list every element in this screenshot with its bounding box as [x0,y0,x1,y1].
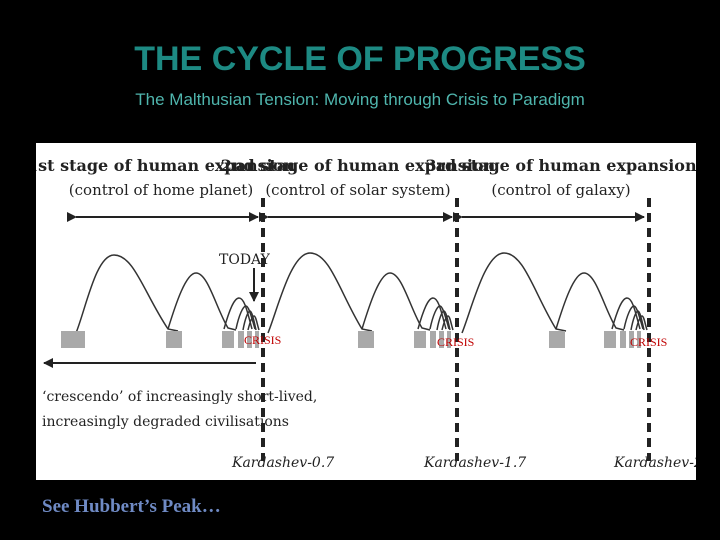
stage-2-subtitle: (control of solar system) [265,181,450,199]
slide-subtitle: The Malthusian Tension: Moving through C… [135,90,585,109]
period-blocks [61,331,641,348]
stage-3-subtitle: (control of galaxy) [491,181,630,199]
crescendo-note-line-2: increasingly degraded civilisations [42,414,289,430]
stage-2-title: 2nd stage of human expansion [221,156,496,175]
today-label: TODAY [219,252,271,268]
crisis-label-3: CRISIS [630,335,667,349]
crisis-label-1: CRISIS [244,333,281,347]
kardashev-label-1: Kardashev-0.7 [231,455,334,471]
slide-title: THE CYCLE OF PROGRESS [134,40,586,78]
crisis-label-2: CRISIS [437,335,474,349]
stage-3-title: 3rd stage of human expansion [425,156,696,175]
stage-3-curves [461,252,648,334]
stage-2-curves [267,252,454,334]
kardashev-label-3: Kardashev-2.7 [613,455,696,471]
cycle-diagram: 1st stage of human expansion (control of… [36,143,696,480]
stage-1-title: 1st stage of human expansion [36,156,295,175]
cycle-diagram-svg: 1st stage of human expansion (control of… [36,156,696,471]
footer-note: See Hubbert’s Peak… [42,496,221,517]
stage-1-subtitle: (control of home planet) [69,181,253,199]
kardashev-label-2: Kardashev-1.7 [423,455,526,471]
stage-1-curves [75,254,260,334]
crescendo-note-line-1: ‘crescendo’ of increasingly short-lived, [42,389,317,405]
